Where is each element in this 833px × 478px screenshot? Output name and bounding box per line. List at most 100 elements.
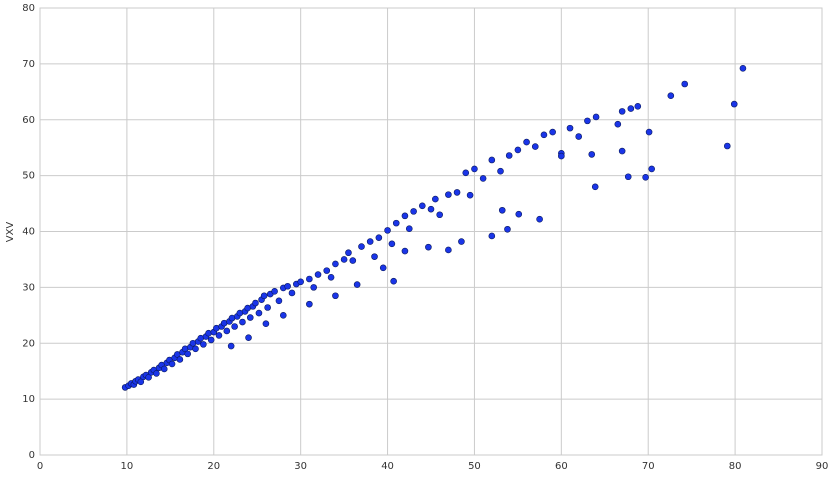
x-tick-label: 30 xyxy=(294,461,307,472)
point xyxy=(390,277,397,285)
point xyxy=(427,205,435,213)
point xyxy=(515,210,523,218)
point xyxy=(634,103,642,110)
y-tick-label: 30 xyxy=(22,282,35,293)
point xyxy=(504,225,511,233)
point xyxy=(207,336,215,344)
point xyxy=(514,146,522,154)
point xyxy=(255,309,263,317)
point xyxy=(401,247,409,255)
point xyxy=(466,191,474,199)
point xyxy=(436,211,443,219)
point xyxy=(588,151,596,158)
x-tick-label: 60 xyxy=(555,461,568,472)
point xyxy=(739,65,747,72)
point xyxy=(184,350,192,358)
point xyxy=(479,175,487,182)
x-tick-label: 0 xyxy=(37,461,43,472)
point xyxy=(279,312,287,319)
point xyxy=(332,292,339,300)
point xyxy=(505,152,513,159)
point xyxy=(366,238,374,245)
point xyxy=(627,105,635,112)
point xyxy=(523,138,530,146)
point xyxy=(379,264,387,272)
point xyxy=(327,274,335,281)
point xyxy=(314,271,322,278)
point xyxy=(549,128,556,136)
point xyxy=(618,147,626,155)
point xyxy=(488,232,496,240)
y-tick-label: 10 xyxy=(22,394,35,405)
point xyxy=(223,327,231,335)
point xyxy=(624,173,632,181)
point xyxy=(410,208,417,215)
y-tick-label: 50 xyxy=(22,171,35,182)
point xyxy=(264,304,271,311)
point xyxy=(310,284,318,291)
y-tick-label: 80 xyxy=(22,3,35,14)
point xyxy=(245,334,252,341)
y-tick-label: 20 xyxy=(22,338,35,349)
point xyxy=(445,191,452,198)
y-tick-label: 0 xyxy=(29,450,35,461)
x-tick-label: 40 xyxy=(381,461,394,472)
y-tick-label: 60 xyxy=(22,115,35,126)
point xyxy=(566,124,574,132)
point xyxy=(575,133,583,140)
point xyxy=(371,253,378,260)
point xyxy=(432,195,439,203)
point xyxy=(536,215,543,223)
point xyxy=(648,165,655,173)
point xyxy=(488,156,496,164)
point xyxy=(425,243,432,251)
point xyxy=(246,314,254,321)
point xyxy=(358,243,365,250)
point xyxy=(262,320,270,327)
point xyxy=(584,117,591,125)
point xyxy=(558,152,565,160)
point xyxy=(388,240,396,248)
point xyxy=(458,238,465,245)
point xyxy=(445,246,452,254)
point xyxy=(419,202,426,210)
x-tick-label: 80 xyxy=(729,461,742,472)
point xyxy=(591,183,599,191)
point xyxy=(392,219,400,227)
y-tick-label: 70 xyxy=(22,59,35,70)
x-tick-label: 90 xyxy=(816,461,829,472)
x-tick-label: 50 xyxy=(468,461,481,472)
point xyxy=(453,189,461,196)
point xyxy=(192,345,199,353)
point xyxy=(227,342,235,350)
point xyxy=(531,143,539,150)
point xyxy=(271,287,278,295)
point xyxy=(215,332,223,339)
point xyxy=(239,318,246,326)
y-tick-label: 40 xyxy=(22,227,35,238)
point xyxy=(306,275,313,283)
point xyxy=(306,300,313,308)
point xyxy=(297,278,304,286)
point xyxy=(723,142,731,150)
point xyxy=(667,92,675,100)
point xyxy=(260,292,268,300)
point xyxy=(332,260,339,268)
point xyxy=(231,323,238,330)
point xyxy=(384,227,391,234)
point xyxy=(497,167,504,175)
point xyxy=(345,249,352,257)
point xyxy=(323,267,331,274)
point xyxy=(645,128,653,136)
point xyxy=(176,356,184,363)
point xyxy=(730,100,738,108)
point xyxy=(284,282,291,290)
point xyxy=(614,120,622,128)
point xyxy=(592,113,600,121)
point xyxy=(618,108,626,115)
point xyxy=(642,174,649,181)
point xyxy=(275,297,283,305)
x-tick-label: 10 xyxy=(121,461,134,472)
point xyxy=(375,234,383,241)
